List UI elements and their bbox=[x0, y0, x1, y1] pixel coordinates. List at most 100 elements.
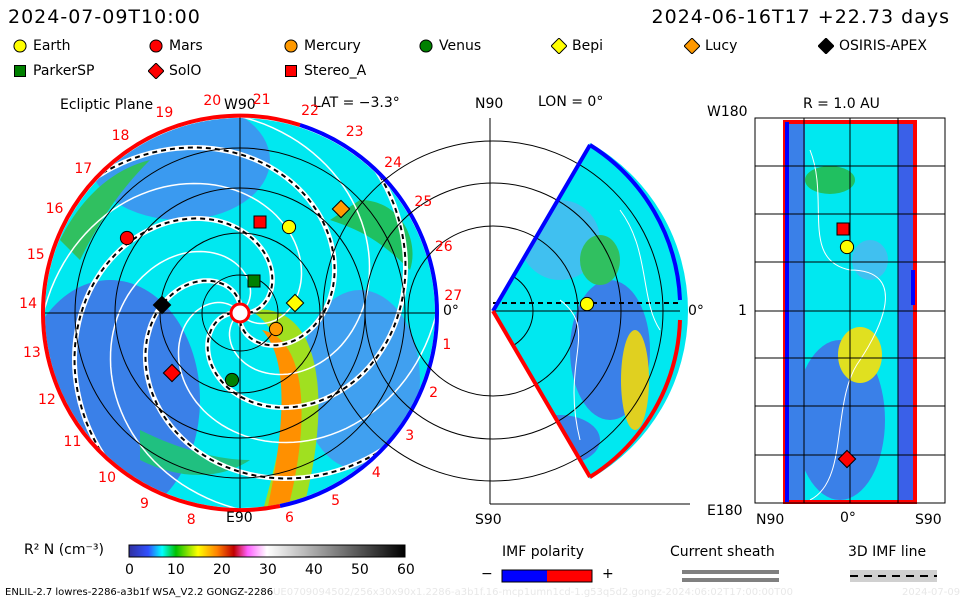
colorbar-tick: 60 bbox=[397, 562, 415, 578]
day-label: 4 bbox=[371, 464, 381, 481]
mercury-marker bbox=[268, 321, 284, 337]
colorbar-tick: 30 bbox=[259, 562, 277, 578]
day-label: 20 bbox=[203, 92, 222, 109]
ecliptic-plane-plot bbox=[40, 113, 440, 513]
day-label: 14 bbox=[19, 295, 37, 312]
colorbar-tick: 10 bbox=[167, 562, 185, 578]
earth-marker bbox=[281, 219, 297, 235]
model-time: 2024-07-09T10:00 bbox=[8, 6, 201, 28]
legend-label: Earth bbox=[33, 38, 71, 54]
reference-time: 2024-06-16T17 +22.73 days bbox=[651, 6, 950, 28]
meridional-lon: LON = 0° bbox=[538, 94, 604, 110]
stereo_a-square-icon bbox=[285, 65, 297, 77]
imf-spiral-line bbox=[144, 192, 435, 480]
earth-marker bbox=[579, 296, 595, 312]
mars-marker bbox=[119, 230, 135, 246]
current-sheath-swatch bbox=[682, 570, 779, 582]
day-label: 18 bbox=[111, 128, 130, 145]
legend-label: Stereo_A bbox=[304, 63, 367, 79]
legend-label: ParkerSP bbox=[33, 63, 95, 79]
footer-faint: UE0709094502/256x30x90x1.2286-a3b1f.16-m… bbox=[273, 587, 793, 598]
current-sheath-title: Current sheath bbox=[670, 544, 775, 560]
day-label: 5 bbox=[331, 492, 341, 509]
colorbar-tick: 20 bbox=[213, 562, 231, 578]
venus-circle-icon bbox=[419, 39, 433, 53]
legend-item-bepi: Bepi bbox=[551, 38, 603, 54]
day-label: 24 bbox=[384, 154, 402, 171]
ecliptic-lat: LAT = −3.3° bbox=[313, 95, 400, 111]
lucy-diamond-icon bbox=[684, 38, 700, 54]
day-label: 6 bbox=[284, 510, 294, 527]
colorbar-tick: 0 bbox=[125, 562, 134, 578]
current-sheath-line bbox=[109, 250, 435, 508]
legend-label: Bepi bbox=[572, 38, 603, 54]
day-label: 1 bbox=[442, 337, 452, 354]
day-label: 13 bbox=[22, 344, 41, 361]
legend-item-solo: SolO bbox=[148, 63, 201, 79]
day-label: 17 bbox=[74, 160, 93, 177]
day-label: 21 bbox=[252, 92, 271, 108]
radial-x-label: S90 bbox=[915, 512, 942, 528]
radial-x-label: 0° bbox=[840, 510, 856, 526]
legend-label: Lucy bbox=[705, 38, 738, 54]
colorbar-label: R² N (cm⁻³) bbox=[24, 542, 104, 558]
day-label: 26 bbox=[434, 239, 453, 256]
meridional-top-label: N90 bbox=[475, 96, 504, 112]
day-label: 3 bbox=[405, 427, 415, 444]
day-label: 19 bbox=[155, 105, 174, 122]
current-sheath-line bbox=[45, 182, 303, 508]
radial-bottom-left: E180 bbox=[707, 503, 743, 519]
parkersp-square-icon bbox=[14, 65, 26, 77]
bepi-diamond-icon bbox=[551, 38, 567, 54]
earth-circle-icon bbox=[13, 39, 27, 53]
day-label: 11 bbox=[63, 434, 82, 451]
lucy-marker bbox=[331, 199, 351, 219]
footer-main: ENLIL-2.7 lowres-2286-a3b1f WSA_V2.2 GON… bbox=[5, 587, 274, 598]
stereo_a-marker bbox=[253, 215, 267, 229]
imf-plus: + bbox=[602, 566, 614, 582]
radial-title: R = 1.0 AU bbox=[803, 96, 880, 112]
day-label: 16 bbox=[45, 200, 64, 217]
day-label: 15 bbox=[26, 246, 45, 263]
legend-item-mars: Mars bbox=[148, 38, 203, 54]
legend-item-mercury: Mercury bbox=[283, 38, 361, 54]
ecliptic-top-label: W90 bbox=[224, 97, 256, 113]
ecliptic-right-label: 0° bbox=[443, 303, 459, 319]
day-label: 22 bbox=[301, 102, 319, 119]
day-label: 23 bbox=[345, 123, 364, 140]
ecliptic-bottom-label: E90 bbox=[226, 510, 253, 526]
radial-mid-left: 1 bbox=[738, 303, 747, 319]
day-label: 25 bbox=[414, 194, 433, 211]
legend-label: Mars bbox=[169, 38, 203, 54]
legend-label: OSIRIS-APEX bbox=[839, 38, 927, 54]
meridional-right-label: 0° bbox=[688, 303, 704, 319]
earth-marker bbox=[839, 239, 855, 255]
imf-line-swatch bbox=[850, 570, 937, 582]
legend-label: Mercury bbox=[304, 38, 361, 54]
bepi-marker bbox=[285, 293, 305, 313]
legend-item-venus: Venus bbox=[418, 38, 481, 54]
stereo_a-marker bbox=[836, 222, 850, 236]
day-label: 12 bbox=[38, 392, 56, 408]
imf-polarity-swatch bbox=[501, 569, 593, 583]
legend-item-parkersp: ParkerSP bbox=[12, 63, 94, 79]
imf-minus: − bbox=[481, 566, 493, 582]
legend-label: Venus bbox=[439, 38, 482, 54]
radial-top-left: W180 bbox=[707, 104, 748, 120]
current-sheath-line bbox=[177, 118, 435, 444]
mercury-circle-icon bbox=[284, 39, 298, 53]
day-label: 10 bbox=[98, 469, 116, 486]
legend-label: SolO bbox=[169, 63, 202, 79]
footer-run-info: ENLIL-2.7 lowres-2286-a3b1f WSA_V2.2 GON… bbox=[5, 587, 793, 598]
osiris-apex-marker bbox=[152, 295, 172, 315]
solo-marker bbox=[162, 363, 182, 383]
venus-marker bbox=[224, 372, 240, 388]
day-label: 27 bbox=[444, 287, 463, 304]
radial-x-label: N90 bbox=[756, 512, 785, 528]
solo-diamond-icon bbox=[148, 63, 164, 79]
footer-date: 2024-07-09 bbox=[902, 587, 960, 598]
legend-item-earth: Earth bbox=[12, 38, 71, 54]
legend-item-stereo_a: Stereo_A bbox=[283, 63, 366, 79]
imf-spiral-line bbox=[45, 146, 336, 434]
